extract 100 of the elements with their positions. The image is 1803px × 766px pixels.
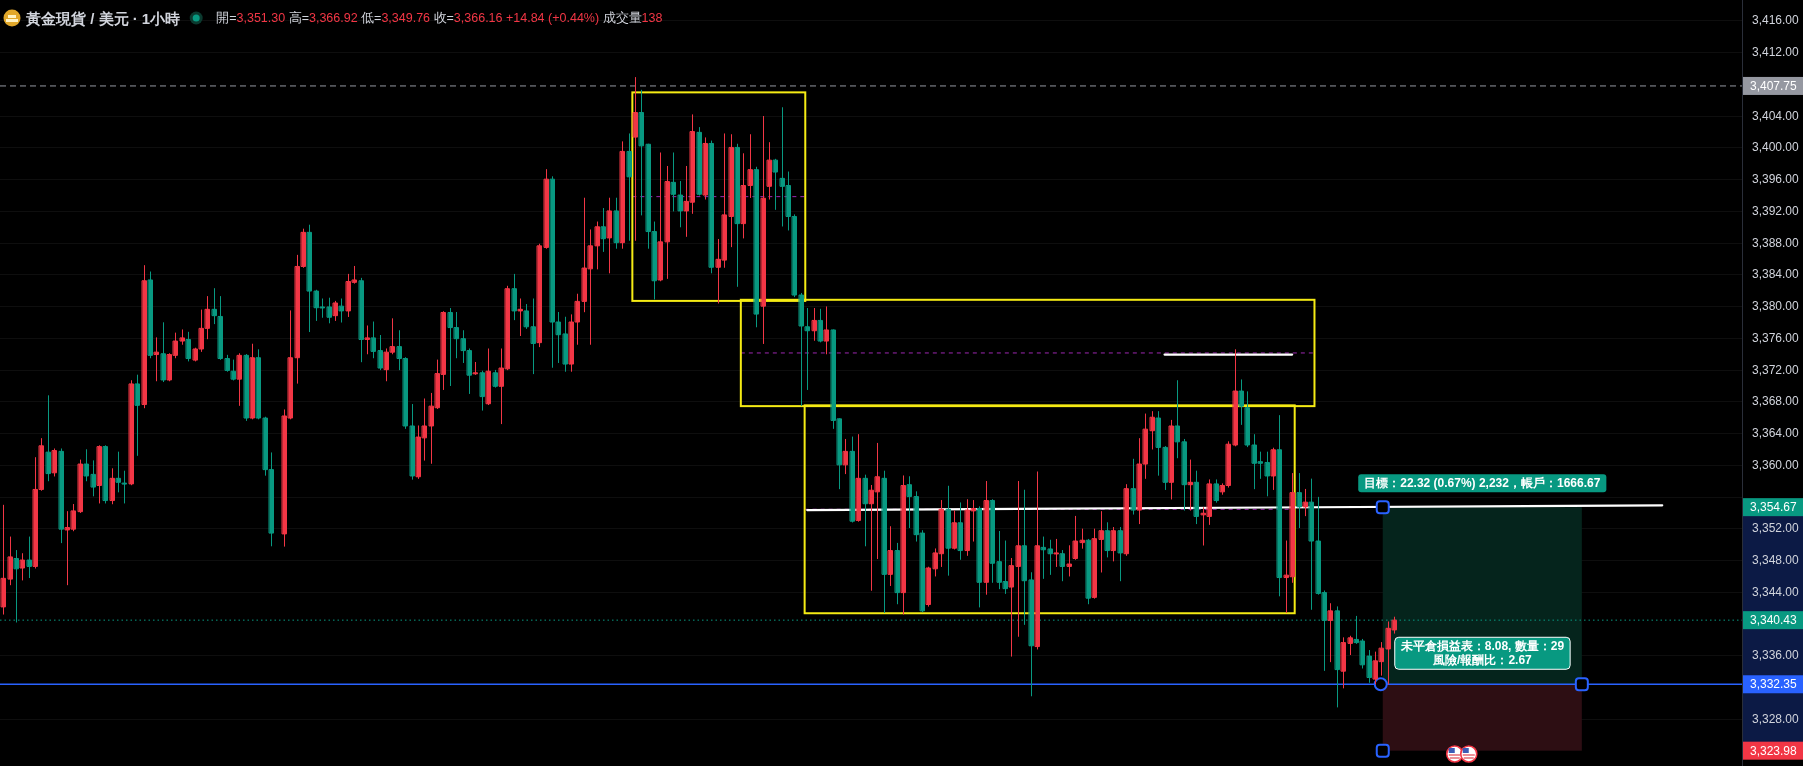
candlestick [1105, 522, 1110, 558]
candlestick [709, 140, 714, 274]
candlestick [703, 137, 708, 200]
y-tick-label: 3,380.00 [1752, 299, 1799, 314]
candlestick [537, 243, 542, 348]
candlestick [1035, 471, 1040, 650]
candlestick [212, 288, 217, 325]
candlestick [607, 197, 612, 274]
y-tick-label: 3,364.00 [1752, 426, 1799, 441]
candlestick [601, 208, 606, 252]
candlestick [1163, 446, 1168, 490]
candlestick [1182, 438, 1187, 511]
candlestick [1009, 557, 1014, 657]
candlestick [1041, 536, 1046, 579]
candlestick [1060, 550, 1065, 582]
annotation: 未平倉損益表：8.08, 數量：29 [1399, 639, 1565, 654]
candlestick [148, 271, 153, 359]
candlestick [237, 353, 242, 406]
candlestick [1265, 451, 1270, 497]
candlestick [486, 348, 491, 406]
candlestick [512, 273, 517, 321]
y-tick-label: 3,352.00 [1752, 521, 1799, 536]
y-tick-label: 3,360.00 [1752, 457, 1799, 472]
y-tick-label: 3,400.00 [1752, 140, 1799, 155]
candlestick [1, 504, 6, 615]
candlestick [256, 349, 261, 420]
y-tick-label: 3,348.00 [1752, 553, 1799, 568]
target-price-label: 3,354.67 [1743, 498, 1803, 517]
y-tick-label: 3,412.00 [1752, 45, 1799, 60]
candlestick [595, 221, 600, 270]
candlestick [658, 152, 663, 282]
candlestick [1131, 458, 1136, 515]
candlestick [926, 566, 931, 607]
candlestick [1054, 538, 1059, 567]
candlestick [627, 133, 632, 241]
y-tick-label: 3,396.00 [1752, 172, 1799, 187]
candlestick [1341, 637, 1346, 689]
candlestick [824, 306, 829, 355]
candlestick [614, 197, 619, 249]
candlestick [544, 169, 549, 249]
candlestick [754, 166, 759, 328]
candlestick [59, 448, 64, 544]
candlestick [697, 127, 702, 196]
candlestick [1099, 511, 1104, 573]
annotation: 目標：22.32 (0.67%) 2,232，帳戶：1666.67 [1364, 476, 1601, 491]
candlestick [231, 359, 236, 381]
ref-line-label: 3,332.35 [1750, 677, 1798, 692]
candlestick [161, 322, 166, 383]
candlestick [225, 354, 230, 372]
candlestick [1245, 391, 1250, 448]
candlestick [1124, 484, 1129, 556]
candlestick [97, 445, 102, 504]
candlestick [8, 536, 13, 586]
candlestick [518, 298, 523, 337]
candlestick [186, 331, 191, 362]
candlestick [678, 181, 683, 228]
y-tick-label: 3,328.00 [1752, 711, 1799, 726]
candlestick [901, 475, 906, 615]
candlestick [339, 298, 344, 323]
subtitle: 開=3,351.30 高=3,366.92 低=3,349.76 收=3,366.16 +14.84 (+0.44%) 成交量138 [216, 11, 663, 25]
candlestick [748, 134, 753, 198]
candlestick [327, 297, 332, 324]
candlestick [563, 316, 568, 372]
candlestick [856, 434, 861, 522]
candlestick [46, 395, 51, 482]
candlestick [882, 470, 887, 613]
candlestick [729, 134, 734, 248]
candlestick [359, 277, 364, 363]
annotation: 風險/報酬比：2.67 [1432, 653, 1533, 668]
y-tick-label: 3,344.00 [1752, 584, 1799, 599]
candlestick [1169, 419, 1174, 500]
candlestick [1271, 447, 1276, 490]
candlestick [946, 485, 951, 576]
candlestick [1214, 479, 1219, 503]
y-tick-label: 3,368.00 [1752, 394, 1799, 409]
annotation-position: 未平倉損益表：8.08, 數量：29 風險/報酬比：2.67 [1394, 636, 1571, 670]
candlestick [665, 165, 670, 279]
y-tick-label: 3,336.00 [1752, 648, 1799, 663]
candlestick [473, 361, 478, 375]
y-tick-label: 3,392.00 [1752, 203, 1799, 218]
candlestick [110, 468, 115, 505]
candlestick [493, 369, 498, 388]
candlestick [1309, 478, 1314, 610]
candlestick [20, 553, 25, 581]
candlestick [142, 265, 147, 409]
candlestick [818, 308, 823, 343]
candlestick [1156, 411, 1161, 476]
candlestick [850, 436, 855, 523]
candlestick [907, 476, 912, 529]
annotation-target: 目標：22.32 (0.67%) 2,232，帳戶：1666.67 [1358, 474, 1607, 493]
candlestick [1150, 411, 1155, 450]
candlestick [84, 449, 89, 482]
candlestick [78, 459, 83, 513]
candlestick [333, 300, 338, 321]
ref-line-label: 3,332.35 [1743, 675, 1803, 694]
candlestick [1297, 473, 1302, 529]
candlestick [952, 510, 957, 550]
candlestick [767, 142, 772, 200]
candlestick [1188, 459, 1193, 511]
candlestick [1277, 415, 1282, 597]
